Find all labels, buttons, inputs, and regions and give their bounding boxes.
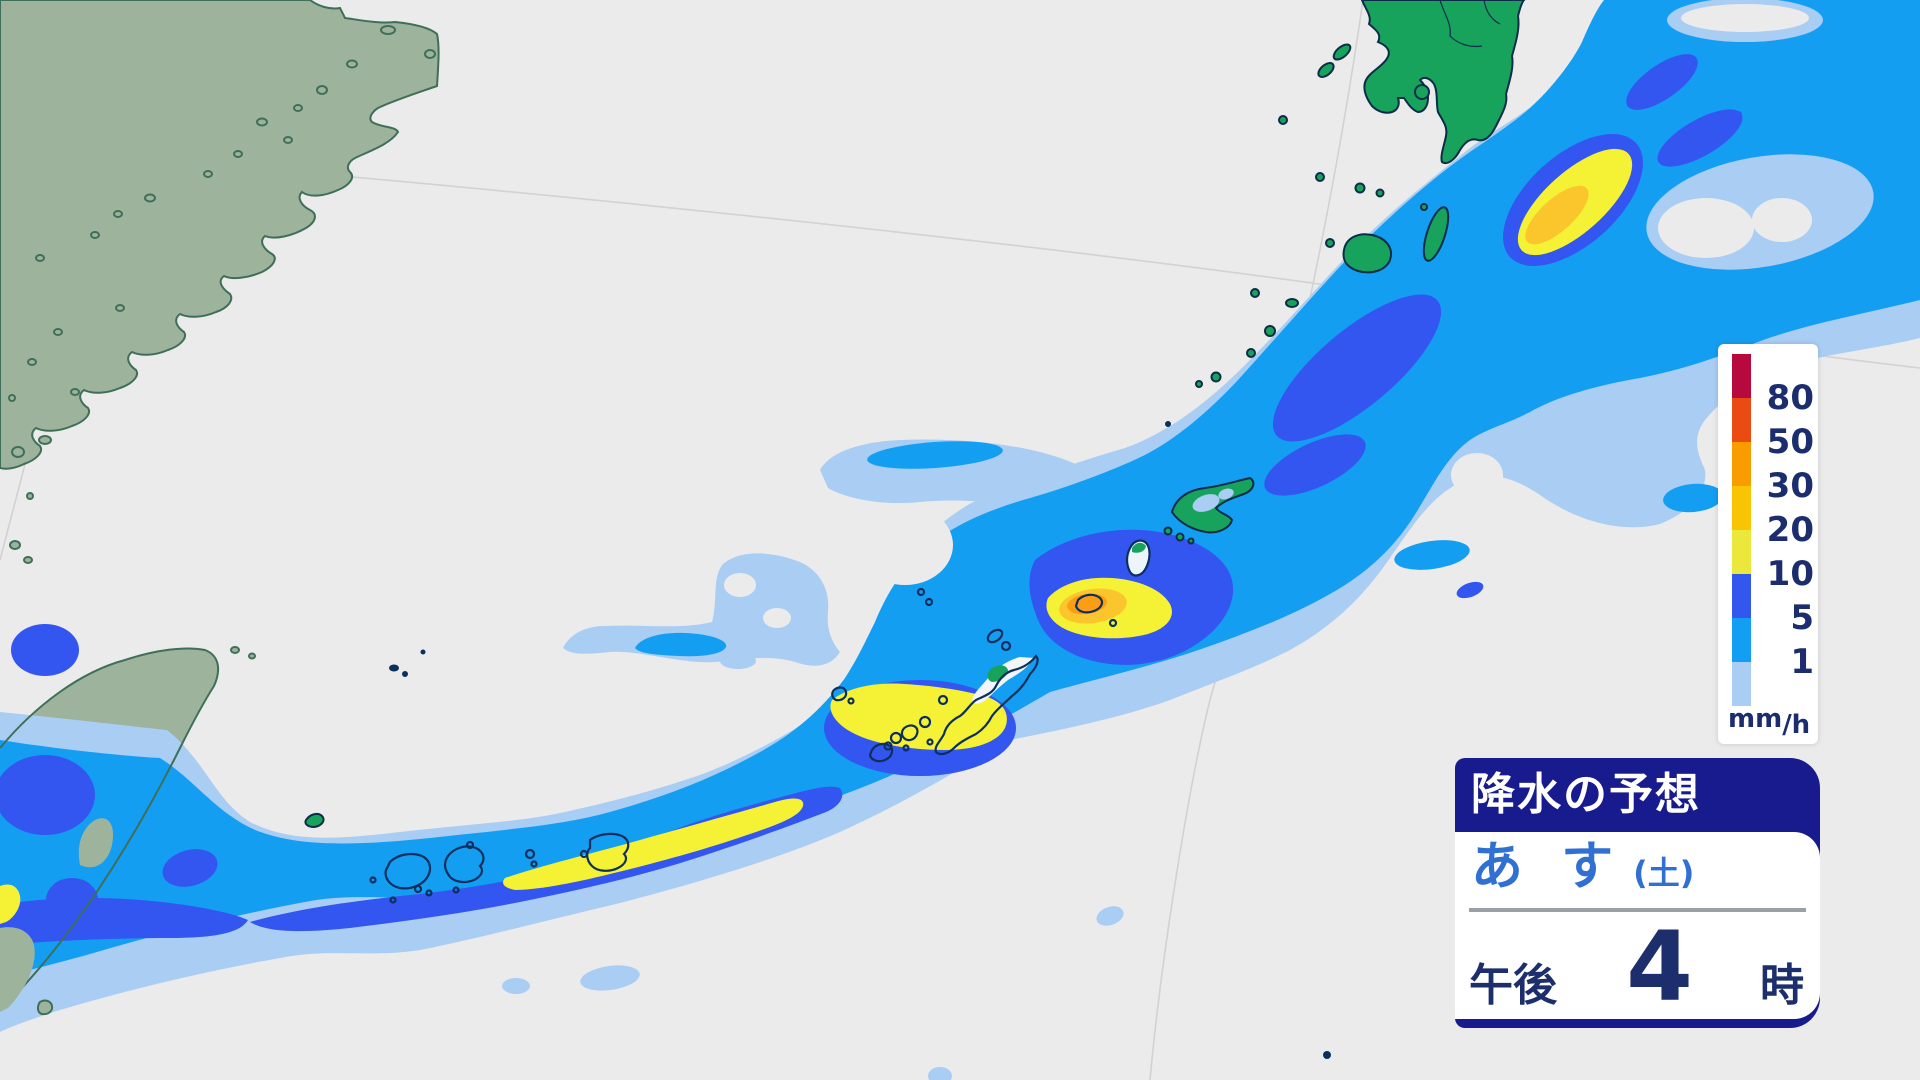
legend-swatch [1732, 354, 1751, 398]
legend-swatch [1732, 574, 1751, 618]
legend-threshold-label: 80 [1766, 378, 1814, 418]
okinoerabu-island [1074, 593, 1104, 614]
miyako-island [586, 832, 630, 872]
legend-unit: mm/h [1728, 704, 1811, 740]
sakishima-islands [304, 812, 630, 904]
legend-threshold-label: 10 [1766, 554, 1814, 594]
tanegashima-island [1422, 206, 1450, 262]
legend-swatch [1732, 662, 1751, 706]
legend-swatch [1732, 442, 1751, 486]
legend-threshold-label: 30 [1766, 466, 1814, 506]
forecast-info-box: 降水の予想 あ す (土) 午後 4 時 [1455, 758, 1820, 1028]
legend-swatch [1732, 618, 1751, 662]
legend-threshold-label: 5 [1790, 598, 1814, 638]
forecast-day-row: あ す (土) [1471, 834, 1694, 904]
precip-gaps [724, 0, 1874, 651]
legend-swatch [1732, 486, 1751, 530]
kume-island [868, 742, 894, 763]
sakurajima-island [1414, 84, 1430, 100]
info-box-panel: あ す (土) 午後 4 時 [1455, 832, 1820, 1019]
forecast-time-row: 午後 4 時 [1469, 919, 1804, 1015]
forecast-day: あ す [1471, 837, 1624, 897]
ishigaki-island [443, 845, 485, 884]
info-box-header: 降水の予想 [1455, 758, 1820, 832]
amami-islands [1074, 476, 1255, 628]
forecast-period: 午後 [1469, 960, 1557, 1011]
kyushu [1165, 0, 1526, 427]
china-islets [8, 25, 436, 564]
yakushima-island [1342, 233, 1392, 274]
divider-line [1469, 908, 1806, 912]
okinawa-islands [831, 587, 1039, 763]
legend-swatch [1732, 398, 1751, 442]
legend-threshold-label: 1 [1790, 642, 1814, 682]
kerama-islands [883, 715, 934, 752]
legend-threshold-label: 20 [1766, 510, 1814, 550]
china-coast [0, 0, 440, 564]
taiwan-outline [0, 646, 256, 1016]
forecast-hour-unit: 時 [1759, 960, 1804, 1011]
forecast-title: 降水の予想 [1471, 769, 1701, 820]
forecast-day-note: (土) [1633, 854, 1695, 892]
kyushu-satellite-islands [1165, 43, 1450, 427]
small-islets [389, 649, 1331, 1059]
legend-swatch [1732, 530, 1751, 574]
precip-legend: 80 50 30 20 10 5 1 mm/h [1718, 344, 1818, 744]
okinawa-main-island [934, 654, 1039, 756]
forecast-hour: 4 [1626, 911, 1693, 1023]
legend-threshold-label: 50 [1766, 422, 1814, 462]
iriomote-island [384, 852, 432, 890]
